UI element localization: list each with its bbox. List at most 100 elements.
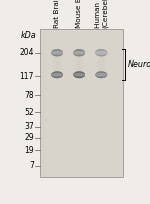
Ellipse shape <box>51 51 63 55</box>
Ellipse shape <box>73 71 85 78</box>
Ellipse shape <box>95 71 107 78</box>
Ellipse shape <box>95 73 107 77</box>
Ellipse shape <box>73 49 85 56</box>
Ellipse shape <box>95 49 107 57</box>
Ellipse shape <box>73 72 85 78</box>
Ellipse shape <box>52 64 62 66</box>
Ellipse shape <box>97 68 106 70</box>
Ellipse shape <box>51 72 63 78</box>
Ellipse shape <box>51 72 63 78</box>
Ellipse shape <box>73 49 85 57</box>
Ellipse shape <box>51 49 63 56</box>
Ellipse shape <box>51 72 63 77</box>
Ellipse shape <box>97 59 106 61</box>
Ellipse shape <box>73 73 85 77</box>
Ellipse shape <box>97 55 106 57</box>
Ellipse shape <box>95 72 107 78</box>
Ellipse shape <box>73 51 85 55</box>
Ellipse shape <box>52 57 62 59</box>
Text: Rat Brain: Rat Brain <box>54 0 60 28</box>
Ellipse shape <box>52 68 62 70</box>
Ellipse shape <box>95 49 107 56</box>
Ellipse shape <box>95 72 107 78</box>
Ellipse shape <box>73 73 85 76</box>
Ellipse shape <box>95 72 107 78</box>
Text: kDa: kDa <box>21 31 37 40</box>
Ellipse shape <box>51 49 63 57</box>
Ellipse shape <box>73 72 85 78</box>
Ellipse shape <box>51 71 63 78</box>
Ellipse shape <box>52 66 62 68</box>
Ellipse shape <box>51 50 63 56</box>
Ellipse shape <box>51 72 63 77</box>
Ellipse shape <box>51 71 63 78</box>
Ellipse shape <box>73 49 85 56</box>
Ellipse shape <box>95 72 107 77</box>
Ellipse shape <box>95 72 107 77</box>
Ellipse shape <box>95 71 107 78</box>
Text: 29: 29 <box>24 133 34 142</box>
Ellipse shape <box>51 50 63 55</box>
Ellipse shape <box>51 72 63 78</box>
Ellipse shape <box>73 49 85 57</box>
Ellipse shape <box>95 72 107 77</box>
Ellipse shape <box>73 51 85 54</box>
Ellipse shape <box>95 71 107 78</box>
Ellipse shape <box>95 72 107 78</box>
Ellipse shape <box>51 71 63 78</box>
Ellipse shape <box>51 49 63 57</box>
Ellipse shape <box>51 49 63 56</box>
Ellipse shape <box>95 71 107 78</box>
Ellipse shape <box>95 51 107 55</box>
Ellipse shape <box>95 71 107 78</box>
Ellipse shape <box>51 50 63 55</box>
Ellipse shape <box>51 72 63 77</box>
Ellipse shape <box>73 72 85 78</box>
Ellipse shape <box>95 49 107 57</box>
Text: 7: 7 <box>29 161 34 170</box>
Ellipse shape <box>95 50 107 56</box>
Ellipse shape <box>51 73 63 77</box>
Ellipse shape <box>73 50 85 55</box>
Ellipse shape <box>51 51 63 55</box>
Text: 52: 52 <box>24 108 34 117</box>
Ellipse shape <box>73 49 85 56</box>
Ellipse shape <box>75 55 84 57</box>
Ellipse shape <box>95 50 107 55</box>
Ellipse shape <box>95 51 107 54</box>
Ellipse shape <box>52 59 62 61</box>
Ellipse shape <box>51 71 63 78</box>
Ellipse shape <box>51 50 63 56</box>
Ellipse shape <box>73 49 85 57</box>
Ellipse shape <box>52 71 62 73</box>
Ellipse shape <box>73 71 85 78</box>
Ellipse shape <box>51 73 63 76</box>
Ellipse shape <box>73 71 85 78</box>
Ellipse shape <box>51 49 63 57</box>
Ellipse shape <box>51 71 63 78</box>
Ellipse shape <box>95 73 107 77</box>
Ellipse shape <box>73 51 85 55</box>
Ellipse shape <box>73 49 85 56</box>
FancyBboxPatch shape <box>40 29 123 177</box>
Ellipse shape <box>73 50 85 55</box>
Ellipse shape <box>75 68 84 70</box>
Ellipse shape <box>73 50 85 56</box>
Ellipse shape <box>51 49 63 56</box>
Ellipse shape <box>51 49 63 56</box>
Ellipse shape <box>73 71 85 78</box>
Ellipse shape <box>51 51 63 54</box>
Ellipse shape <box>95 72 107 78</box>
Ellipse shape <box>73 49 85 57</box>
Ellipse shape <box>75 64 84 66</box>
Ellipse shape <box>51 50 63 55</box>
Ellipse shape <box>97 62 106 64</box>
Ellipse shape <box>73 72 85 77</box>
Ellipse shape <box>73 71 85 78</box>
Ellipse shape <box>95 51 107 54</box>
Ellipse shape <box>73 50 85 56</box>
Ellipse shape <box>73 51 85 55</box>
Ellipse shape <box>73 50 85 56</box>
Ellipse shape <box>51 50 63 55</box>
Ellipse shape <box>95 51 107 55</box>
